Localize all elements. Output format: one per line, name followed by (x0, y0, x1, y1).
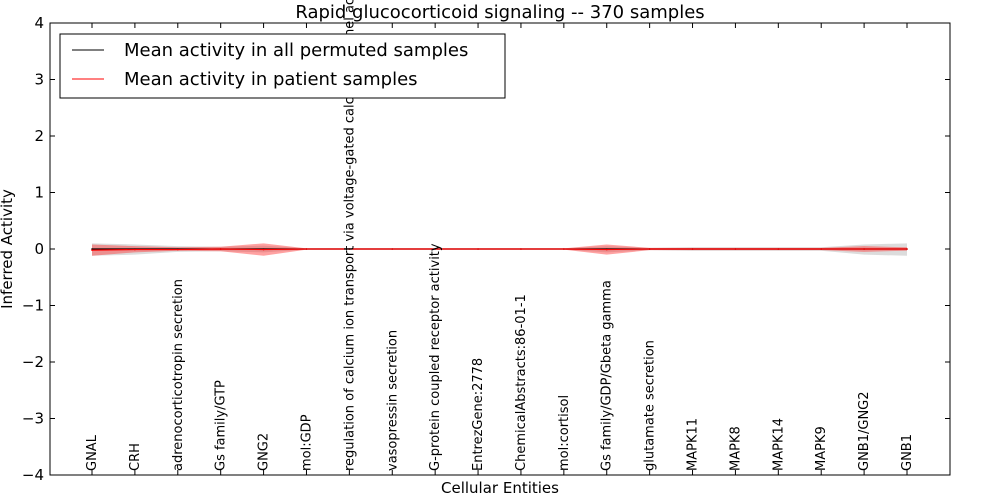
ytick-label-5: −1 (22, 297, 44, 315)
series-lines (91, 248, 908, 251)
xtick-label-gs-family-gdp-gbeta-gamma: Gs family/GDP/Gbeta gamma (600, 280, 615, 471)
ytick-label-3: 1 (34, 184, 44, 202)
ytick-label-2: 2 (34, 127, 44, 145)
ytick-label-0: 4 (34, 14, 44, 32)
point-mean-activity-in-patient-samples-14 (691, 248, 694, 250)
legend-label-permuted: Mean activity in all permuted samples (124, 40, 468, 61)
legend-label-patient: Mean activity in patient samples (124, 69, 418, 90)
xtick-label-gng2: GNG2 (257, 433, 272, 471)
ytick-label-1: 3 (34, 71, 44, 89)
point-mean-activity-in-patient-samples-6 (348, 248, 351, 250)
y-axis: 4 3 2 1 0 −1 −2 −3 −4 (22, 14, 950, 484)
point-mean-activity-in-patient-samples-12 (605, 248, 608, 251)
xtick-label-mapk9: MAPK9 (814, 426, 829, 471)
ytick-label-7: −3 (22, 410, 44, 428)
point-mean-activity-in-patient-samples-1 (134, 248, 136, 251)
x-axis: GNAL CRH adrenocorticotropin secretion Gs f… (85, 0, 915, 475)
chart-title: Rapid glucocorticoid signaling -- 370 sa… (295, 2, 704, 23)
point-mean-activity-in-patient-samples-4 (262, 248, 265, 251)
point-mean-activity-in-patient-samples-7 (391, 248, 394, 250)
ytick-label-6: −2 (22, 353, 44, 371)
xtick-label-mapk8: MAPK8 (728, 426, 743, 471)
xtick-label-mol-gdp: mol:GDP (299, 414, 314, 471)
point-mean-activity-in-patient-samples-19 (906, 248, 908, 250)
x-axis-label: Cellular Entities (441, 479, 559, 497)
ytick-label-4: 0 (34, 240, 44, 258)
xtick-label-crh: CRH (128, 443, 143, 471)
point-mean-activity-in-patient-samples-15 (734, 248, 737, 250)
point-mean-activity-in-patient-samples-11 (563, 248, 565, 250)
xtick-label-g-protein-coupled-receptor-activity: G-protein coupled receptor activity (428, 243, 443, 471)
xtick-label-gnb1: GNB1 (900, 434, 915, 471)
point-mean-activity-in-patient-samples-16 (777, 248, 780, 250)
xtick-label-glutamate-secretion: glutamate secretion (643, 340, 658, 471)
legend-box (59, 33, 506, 99)
point-mean-activity-in-all-permuted-samples-0 (91, 248, 93, 250)
xtick-label-gnb1-gng2: GNB1/GNG2 (857, 391, 872, 471)
line-mean-activity-in-patient-samples (91, 248, 907, 251)
point-mean-activity-in-patient-samples-3 (219, 248, 222, 250)
point-mean-activity-in-patient-samples-8 (434, 248, 436, 250)
point-mean-activity-in-patient-samples-0 (91, 249, 93, 251)
xtick-label-chemicalabstracts-86-01-1: ChemicalAbstracts:86-01-1 (514, 294, 529, 471)
point-mean-activity-in-patient-samples-13 (648, 248, 651, 250)
xtick-label-adrenocorticotropin-secretion: adrenocorticotropin secretion (171, 279, 186, 471)
xtick-label-vasopressin-secretion: vasopressin secretion (385, 330, 400, 471)
xtick-label-regulation-of-calcium-ion-transport-via-voltage-gated-calcium-channel-activity: regulation of calcium ion transport via … (342, 0, 357, 471)
point-mean-activity-in-patient-samples-18 (863, 248, 865, 250)
point-mean-activity-in-patient-samples-17 (820, 248, 823, 250)
ytick-label-8: −4 (22, 466, 44, 484)
y-axis-label: Inferred Activity (0, 189, 16, 309)
point-mean-activity-in-patient-samples-2 (176, 248, 179, 251)
point-mean-activity-in-patient-samples-10 (520, 248, 522, 250)
xtick-label-entrezgene-2778: EntrezGene:2778 (471, 358, 486, 471)
legend: Mean activity in all permuted samples Me… (59, 33, 506, 99)
xtick-label-mapk11: MAPK11 (686, 418, 701, 471)
point-mean-activity-in-patient-samples-9 (477, 248, 479, 250)
xtick-label-mapk14: MAPK14 (771, 418, 786, 471)
point-mean-activity-in-patient-samples-5 (305, 248, 308, 250)
xtick-label-mol-cortisol: mol:cortisol (557, 395, 572, 471)
xtick-label-gnal: GNAL (85, 434, 100, 471)
xtick-label-gs-family-gtp: Gs family/GTP (214, 380, 229, 471)
